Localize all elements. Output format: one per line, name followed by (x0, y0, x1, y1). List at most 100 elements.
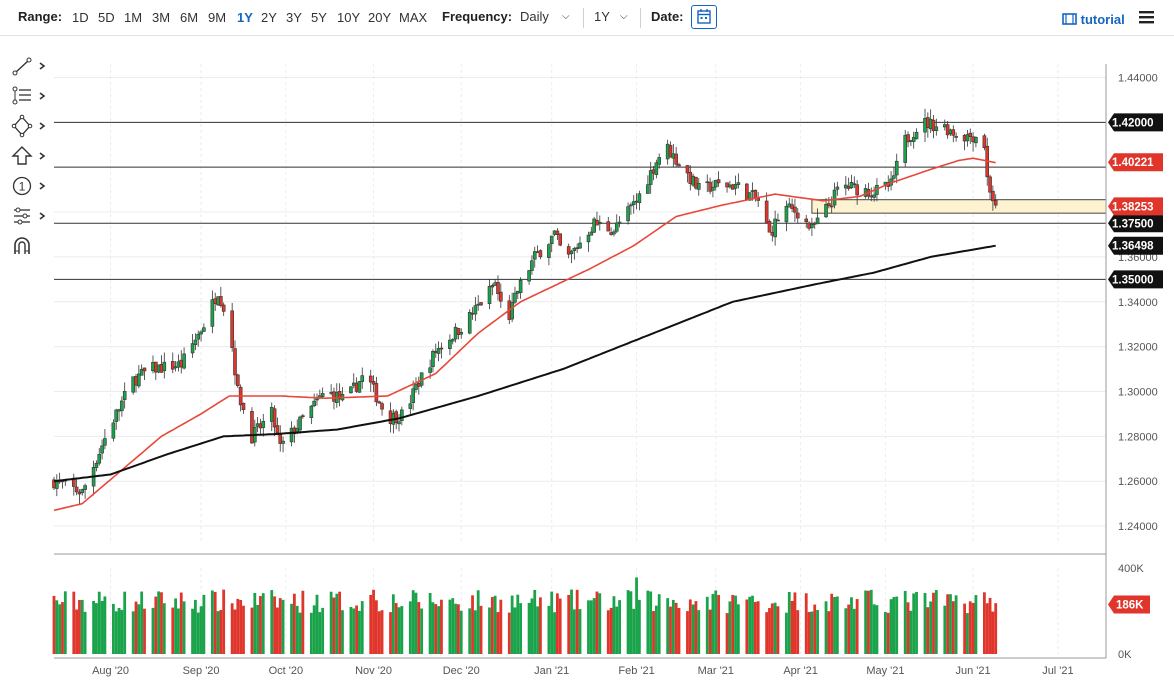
chevron-down-icon[interactable]: ⌵ (562, 11, 570, 22)
volume-bar (589, 600, 593, 654)
volume-bar (686, 611, 689, 654)
menu-icon[interactable] (1139, 10, 1155, 24)
volume-bar (72, 591, 76, 654)
indicator-tool-button[interactable] (10, 203, 50, 229)
candle-body (83, 485, 87, 490)
volume-bar (391, 594, 395, 654)
range-5y[interactable]: 5Y (311, 10, 327, 25)
level-badge: 1.35000 (1108, 270, 1163, 289)
line-tool-button[interactable] (10, 53, 50, 79)
volume-bar (58, 604, 62, 654)
candle-body (954, 136, 958, 138)
tutorial-label: tutorial (1080, 12, 1125, 27)
volume-bar (510, 595, 514, 654)
candle-body (281, 440, 285, 444)
volume-bar (230, 603, 234, 654)
candle-body (487, 286, 492, 304)
volume-bar (250, 607, 254, 654)
volume-bar (414, 592, 418, 654)
x-tick-label: Mar '21 (698, 665, 734, 677)
frequency-select[interactable]: Daily (520, 9, 549, 24)
range-3y[interactable]: 3Y (286, 10, 302, 25)
price-badge-text: 1.40221 (1112, 157, 1154, 169)
volume-bar (281, 599, 285, 654)
calendar-button[interactable] (691, 5, 717, 29)
volume-bar (338, 591, 342, 654)
volume-bar (711, 593, 715, 654)
frequency-label: Frequency: (442, 9, 513, 24)
candle-body (122, 391, 127, 400)
volume-bar (97, 591, 101, 654)
candle-body (835, 186, 840, 190)
range-5d[interactable]: 5D (98, 10, 115, 25)
candle-body (597, 221, 602, 225)
volume-bar (886, 612, 890, 654)
volume-bar (734, 595, 737, 654)
price-badge-text: 1.36498 (1112, 241, 1154, 253)
candle-body (549, 235, 554, 245)
volume-bar (864, 590, 868, 654)
level-badge-text: 1.37500 (1112, 218, 1154, 230)
candle-body (479, 302, 483, 306)
volume-bar (389, 612, 392, 654)
candle-body (914, 131, 919, 140)
candle-body (100, 445, 104, 454)
tutorial-link[interactable]: tutorial (1062, 12, 1125, 27)
candle-body (894, 160, 899, 176)
volume-bar (708, 609, 712, 654)
range-9m[interactable]: 9M (208, 10, 227, 25)
shapes-tool-button[interactable] (10, 113, 50, 139)
volume-bar (691, 604, 695, 654)
chevron-down-icon[interactable]: ⌵ (620, 11, 628, 22)
price-badge: 1.36498 (1108, 236, 1163, 255)
arrow-tool-button[interactable] (10, 143, 50, 169)
volume-bar (867, 590, 870, 654)
counter-tool-button[interactable]: 1 (10, 173, 50, 199)
range-1m[interactable]: 1M (124, 10, 143, 25)
y-tick-label: 1.24000 (1118, 521, 1158, 533)
range-1d[interactable]: 1D (72, 10, 89, 25)
candle-body (736, 182, 741, 185)
range-3m[interactable]: 3M (152, 10, 171, 25)
volume-bar (242, 605, 245, 654)
candle-body (852, 183, 857, 186)
volume-bar (626, 590, 630, 654)
range-20y[interactable]: 20Y (368, 10, 392, 25)
fib-tool-button[interactable] (10, 83, 50, 109)
volume-bar (714, 590, 718, 654)
range-10y[interactable]: 10Y (337, 10, 361, 25)
volume-bar (835, 596, 839, 654)
range-6m[interactable]: 6M (180, 10, 199, 25)
volume-bar (609, 607, 613, 654)
shapes-tool-icon (11, 114, 46, 138)
price-chart[interactable]: 1.440001.420001.400001.380001.360001.340… (0, 36, 1174, 694)
volume-bar (174, 598, 178, 654)
calendar-icon (697, 9, 711, 24)
candle-body (631, 201, 636, 205)
volume-bar (349, 606, 353, 654)
volume-bar (946, 594, 950, 654)
volume-bar (572, 609, 576, 654)
candle-body (368, 375, 373, 383)
volume-bar (329, 591, 333, 654)
volume-bar (459, 610, 463, 654)
range-1y[interactable]: 1Y (237, 10, 253, 25)
candle-body (555, 230, 560, 235)
volume-bar (932, 592, 935, 654)
volume-bar (261, 593, 265, 654)
magnet-tool-button[interactable] (10, 233, 50, 259)
x-tick-label: Apr '21 (783, 665, 818, 677)
period-select[interactable]: 1Y (594, 9, 610, 24)
volume-bar (394, 603, 398, 654)
candle-body (139, 369, 144, 376)
range-2y[interactable]: 2Y (261, 10, 277, 25)
range-max[interactable]: MAX (399, 10, 428, 25)
candle-body (849, 182, 854, 189)
candle-body (496, 282, 500, 295)
volume-bar (222, 589, 226, 654)
candle-body (716, 179, 721, 184)
volume-bar (355, 605, 358, 654)
volume-bar (850, 597, 853, 654)
volume-bar (649, 591, 653, 654)
candle-body (793, 206, 797, 213)
